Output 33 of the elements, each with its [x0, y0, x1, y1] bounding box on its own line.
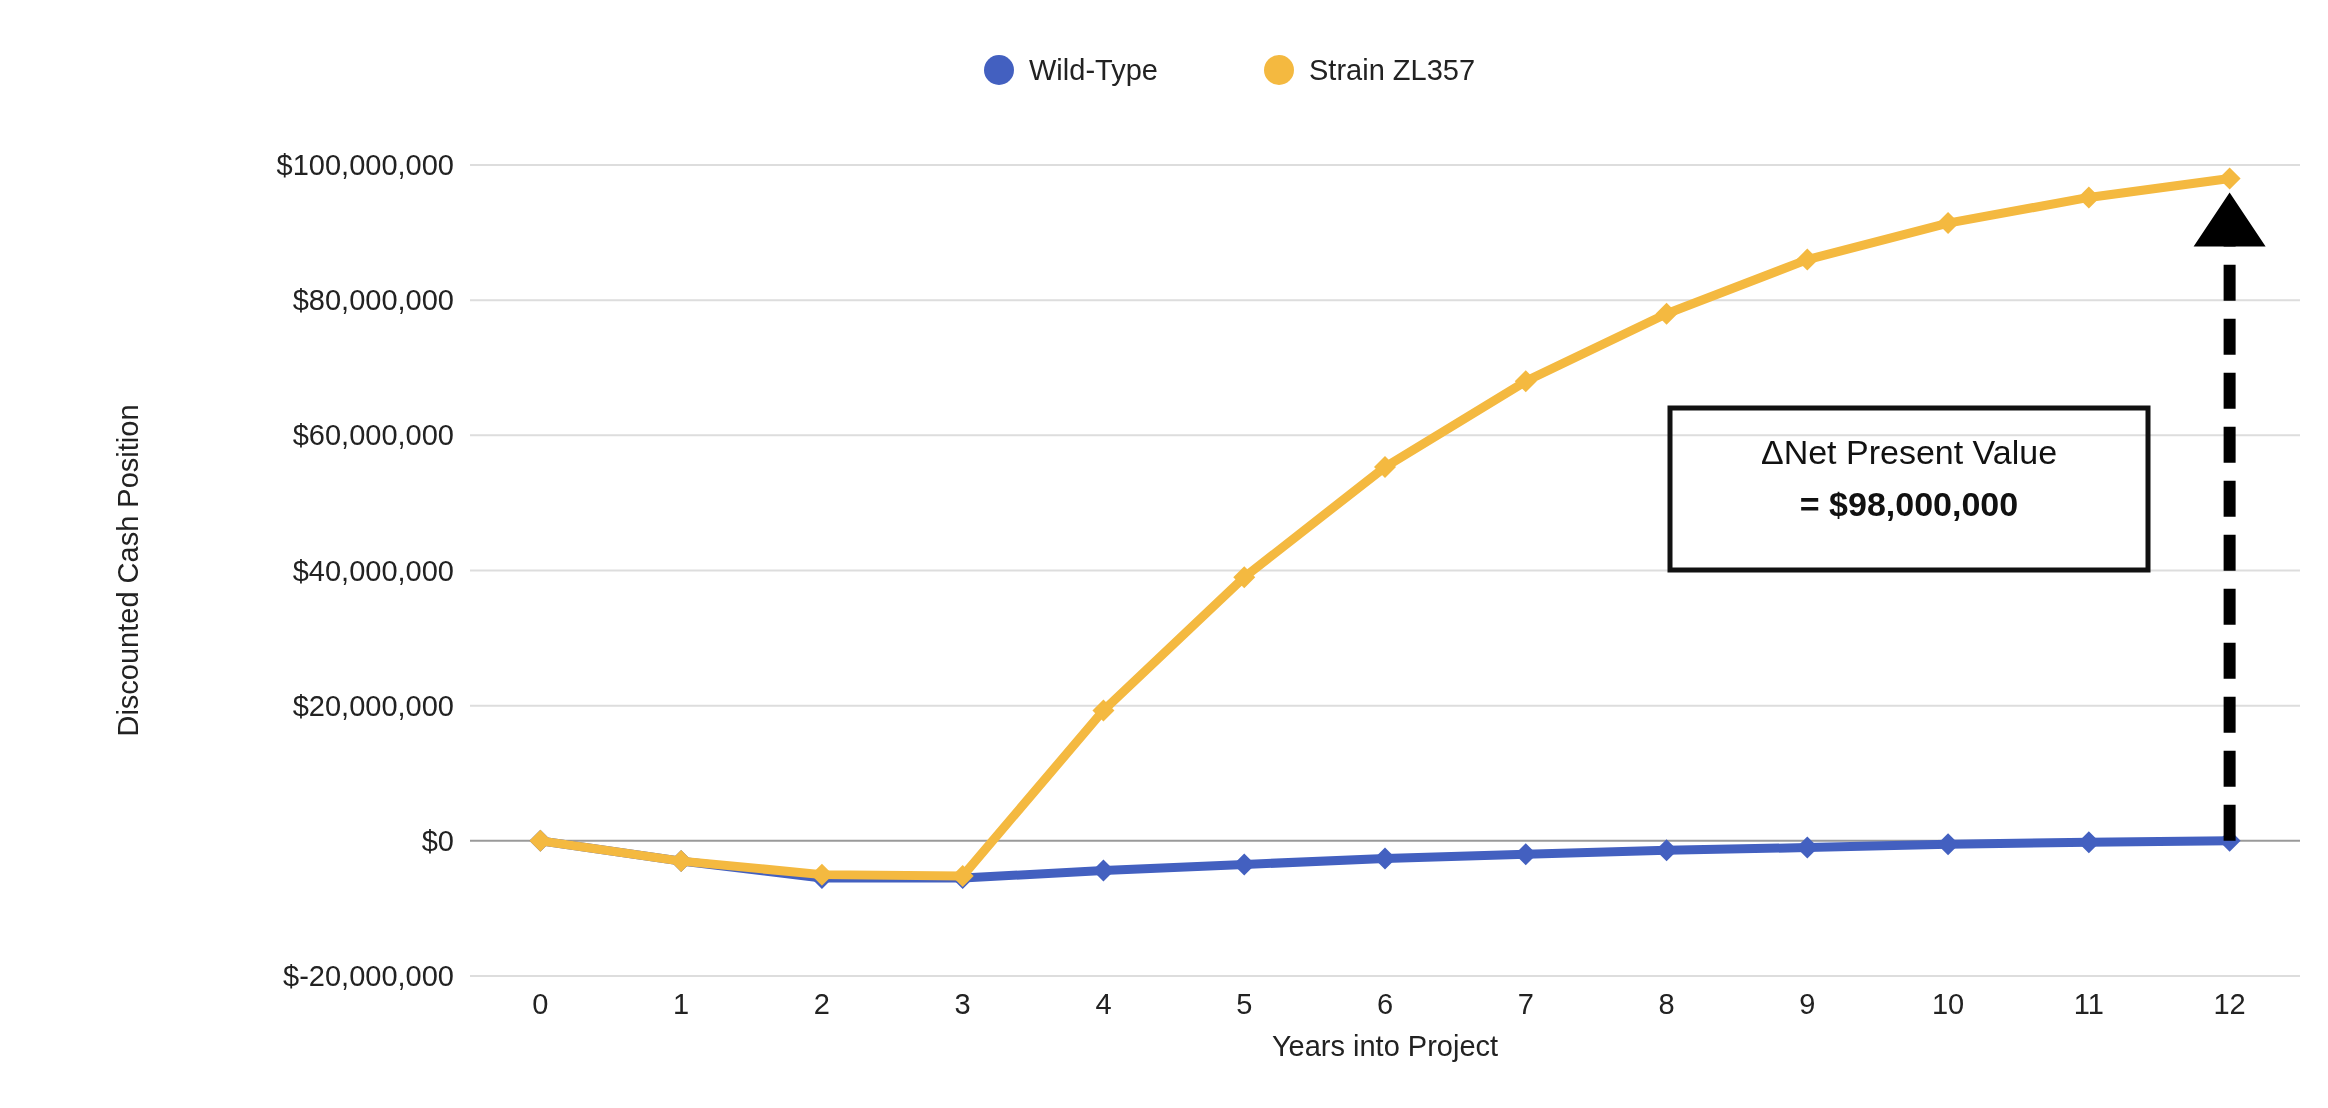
y-tick-label: $80,000,000: [292, 284, 454, 317]
x-tick-label: 0: [532, 988, 549, 1020]
legend-label: Strain ZL357: [1309, 54, 1476, 86]
x-tick-label: 8: [1658, 988, 1675, 1020]
legend-label: Wild-Type: [1029, 54, 1158, 86]
point: [1374, 456, 1396, 479]
annotation: ΔNet Present Value = $98,000,000: [1760, 433, 2058, 523]
x-tick-label: 10: [1931, 988, 1965, 1020]
y-tick-label: $0: [421, 824, 454, 857]
x-tick-label: 7: [1517, 988, 1534, 1020]
point: [2077, 186, 2100, 209]
x-tick-label: 3: [954, 988, 971, 1020]
x-tick-label: 12: [2213, 988, 2246, 1020]
x-tick-label: 4: [1095, 988, 1112, 1020]
y-tick-label: $20,000,000: [292, 689, 454, 722]
x-tick-label: 2: [813, 988, 830, 1020]
y-tick-label: $100,000,000: [276, 149, 454, 182]
x-tick-label: 9: [1799, 988, 1816, 1020]
y-tick-label: $60,000,000: [292, 419, 454, 452]
x-tick-label: 11: [2073, 988, 2104, 1020]
point: [1374, 847, 1396, 870]
point: [1233, 566, 1256, 589]
y-axis-title: Discounted Cash Position: [112, 404, 144, 737]
point: [1655, 302, 1678, 325]
x-tick-label: 1: [673, 988, 690, 1020]
point: [1092, 699, 1115, 722]
x-tick-label: 5: [1236, 988, 1253, 1020]
x-axis-title: Years into Project: [1271, 1030, 1499, 1062]
point: [1796, 248, 1819, 271]
y-tick-label: $-20,000,000: [283, 960, 454, 993]
y-tick-label: $40,000,000: [292, 554, 454, 587]
x-tick-label: 6: [1376, 988, 1394, 1020]
point: [1514, 370, 1537, 393]
